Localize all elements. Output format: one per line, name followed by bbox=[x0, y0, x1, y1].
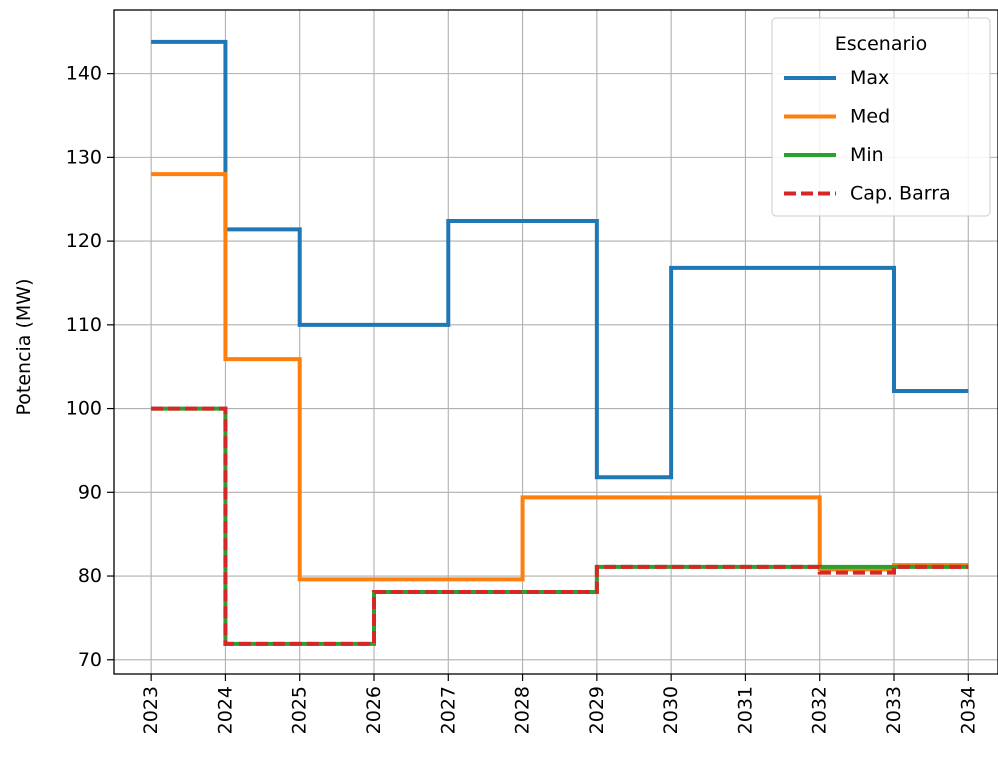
x-tick-label: 2034 bbox=[957, 686, 979, 734]
y-tick-label: 110 bbox=[66, 314, 102, 336]
legend-label: Min bbox=[850, 144, 884, 166]
y-tick-label: 140 bbox=[66, 63, 102, 85]
axis-ticks: 2023 2024 2025 2026 2027 2028 2029 2030 2031 2032… bbox=[66, 63, 980, 735]
x-tick-label: 2024 bbox=[214, 686, 236, 734]
y-tick-label: 130 bbox=[66, 146, 102, 168]
x-tick-label: 2028 bbox=[512, 686, 534, 734]
plot-area bbox=[151, 39, 969, 646]
series-line-max bbox=[151, 39, 969, 480]
x-tick-label: 2023 bbox=[140, 686, 162, 734]
y-tick-label: 100 bbox=[66, 398, 102, 420]
x-tick-label: 2031 bbox=[734, 686, 756, 734]
axes-frame bbox=[113, 9, 998, 675]
legend-label: Cap. Barra bbox=[850, 183, 951, 205]
x-tick-label: 2027 bbox=[437, 686, 459, 734]
x-tick-label: 2030 bbox=[660, 686, 682, 734]
y-tick-label: 80 bbox=[78, 565, 102, 587]
x-tick-label: 2025 bbox=[289, 686, 311, 734]
legend-label: Med bbox=[850, 106, 890, 128]
series-line-cap-barra bbox=[151, 406, 969, 646]
x-tick-label: 2026 bbox=[363, 686, 385, 734]
series-line-min bbox=[151, 406, 969, 646]
series-line-med bbox=[151, 172, 969, 582]
x-tick-label: 2033 bbox=[883, 686, 905, 734]
x-tick-label: 2032 bbox=[809, 686, 831, 734]
x-tick-label: 2029 bbox=[586, 686, 608, 734]
legend-title: Escenario bbox=[835, 33, 927, 55]
legend-entries: Max Med Min Cap. Barra bbox=[784, 67, 951, 205]
legend: Escenario Max Med Min Cap. Barra bbox=[771, 17, 991, 217]
y-tick-label: 90 bbox=[78, 481, 102, 503]
legend-box bbox=[771, 17, 991, 217]
y-tick-label: 70 bbox=[78, 649, 102, 671]
y-tick-label: 120 bbox=[66, 230, 102, 252]
legend-label: Max bbox=[850, 67, 889, 89]
y-axis-label: Potencia (MW) bbox=[13, 279, 35, 416]
